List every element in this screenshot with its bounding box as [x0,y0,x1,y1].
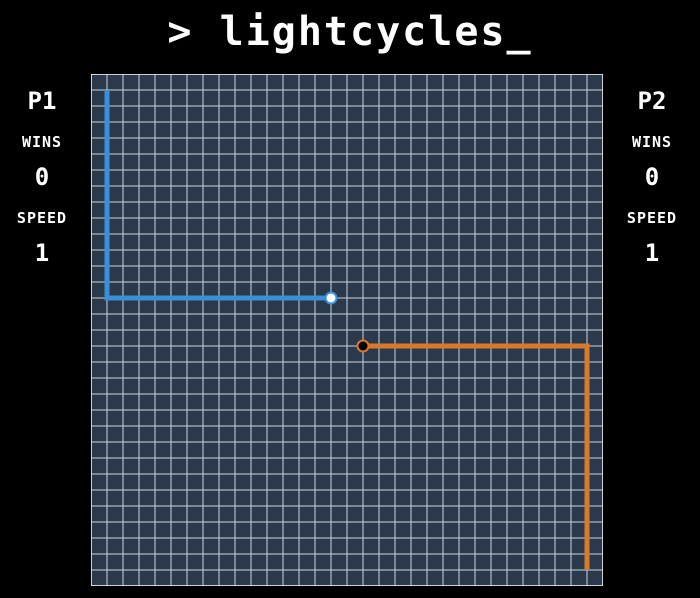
player-1-wins-label: WINS [21,133,63,151]
player-2-trail [363,343,590,570]
player-1-trail [104,90,331,301]
game-title: > lightcycles_ [167,9,533,55]
game-board[interactable] [91,74,603,586]
player-1-wins-value: 0 [34,163,50,191]
grid-lines [91,74,603,586]
player-2-lightcycle [356,339,370,353]
player-2-wins-value: 0 [644,163,660,191]
player-1-speed-value: 1 [34,239,50,267]
player-2-speed-label: SPEED [626,209,678,227]
trails [104,90,590,570]
player-1-speed-label: SPEED [16,209,68,227]
player-1-name: P1 [27,87,57,115]
game-board-canvas [91,74,603,586]
player-1-lightcycle [324,291,338,305]
player-2-speed-value: 1 [644,239,660,267]
player-2-wins-label: WINS [631,133,673,151]
player-1-panel: P1 WINS 0 SPEED 1 [0,86,84,268]
player-2-name: P2 [637,87,667,115]
player-2-panel: P2 WINS 0 SPEED 1 [610,86,694,268]
